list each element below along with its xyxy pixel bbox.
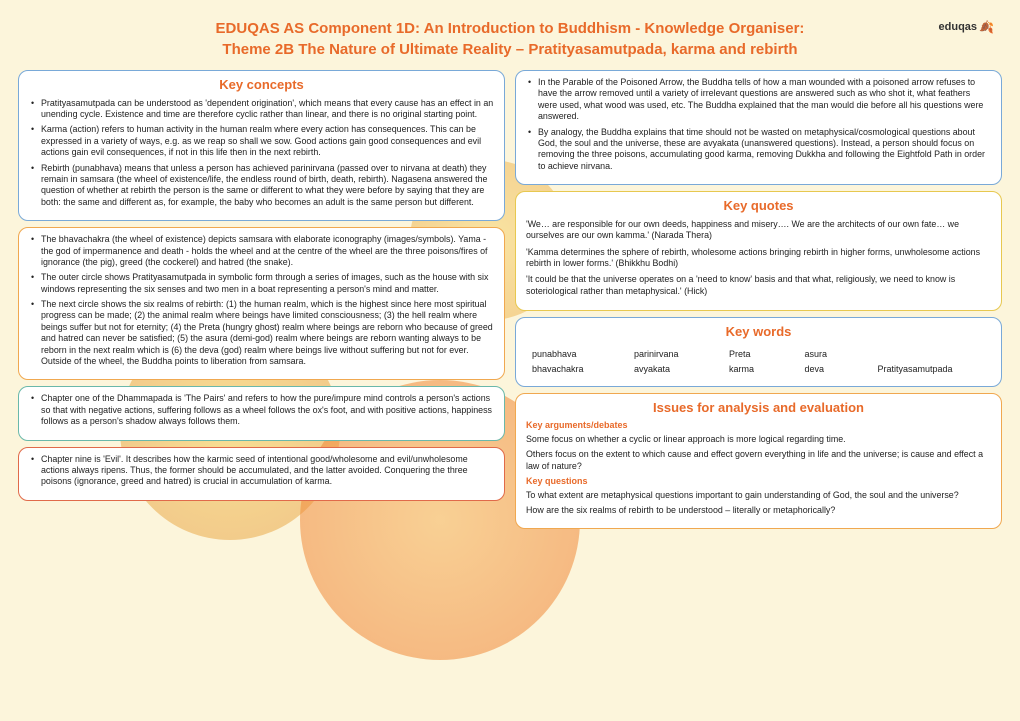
keyword — [877, 349, 985, 361]
page-title: EDUQAS AS Component 1D: An Introduction … — [40, 18, 980, 60]
concept-item: Karma (action) refers to human activity … — [29, 124, 494, 158]
key-concepts-title: Key concepts — [29, 77, 494, 94]
issues-title: Issues for analysis and evaluation — [526, 400, 991, 417]
dhammapada-evil-box: Chapter nine is 'Evil'. It describes how… — [18, 447, 505, 501]
leaf-icon: 🍂 — [979, 20, 994, 34]
keyword: asura — [805, 349, 860, 361]
keywords-grid: punabhava parinirvana Preta asura bhavac… — [526, 345, 991, 378]
bhava-item: The bhavachakra (the wheel of existence)… — [29, 234, 494, 268]
logo-text: eduqas — [939, 21, 978, 33]
concept-item: Pratityasamutpada can be understood as '… — [29, 98, 494, 121]
key-concepts-box: Key concepts Pratityasamutpada can be un… — [18, 70, 505, 221]
title-line1: EDUQAS AS Component 1D: An Introduction … — [216, 20, 805, 37]
quote-item: 'Kamma determines the sphere of rebirth,… — [526, 247, 991, 270]
concept-item: Rebirth (punabhava) means that unless a … — [29, 163, 494, 209]
keyword: karma — [729, 364, 786, 376]
dhammapada-pairs-box: Chapter one of the Dhammapada is 'The Pa… — [18, 386, 505, 440]
key-words-box: Key words punabhava parinirvana Preta as… — [515, 317, 1002, 387]
parable-item: By analogy, the Buddha explains that tim… — [526, 127, 991, 173]
logo: eduqas 🍂 — [939, 20, 994, 34]
issue-item: Some focus on whether a cyclic or linear… — [526, 434, 991, 445]
content-columns: Key concepts Pratityasamutpada can be un… — [0, 66, 1020, 539]
quote-item: 'It could be that the universe operates … — [526, 274, 991, 297]
keyword: Preta — [729, 349, 786, 361]
keyword: bhavachakra — [532, 364, 616, 376]
key-quotes-box: Key quotes 'We… are responsible for our … — [515, 191, 1002, 311]
issue-item: To what extent are metaphysical question… — [526, 490, 991, 501]
key-words-title: Key words — [526, 324, 991, 341]
keyword: avyakata — [634, 364, 711, 376]
issue-item: How are the six realms of rebirth to be … — [526, 505, 991, 516]
parable-box: In the Parable of the Poisoned Arrow, th… — [515, 70, 1002, 185]
issues-box: Issues for analysis and evaluation Key a… — [515, 393, 1002, 530]
header: EDUQAS AS Component 1D: An Introduction … — [0, 0, 1020, 66]
title-line2: Theme 2B The Nature of Ultimate Reality … — [222, 41, 797, 58]
issues-sub-questions: Key questions — [526, 476, 991, 488]
keyword: deva — [805, 364, 860, 376]
bhava-item: The next circle shows the six realms of … — [29, 299, 494, 367]
bhavachakra-box: The bhavachakra (the wheel of existence)… — [18, 227, 505, 380]
keyword: punabhava — [532, 349, 616, 361]
dhamma-item: Chapter nine is 'Evil'. It describes how… — [29, 454, 494, 488]
dhamma-item: Chapter one of the Dhammapada is 'The Pa… — [29, 393, 494, 427]
quote-item: 'We… are responsible for our own deeds, … — [526, 219, 991, 242]
left-column: Key concepts Pratityasamutpada can be un… — [18, 70, 505, 529]
right-column: In the Parable of the Poisoned Arrow, th… — [515, 70, 1002, 529]
keyword: Pratityasamutpada — [877, 364, 985, 376]
issue-item: Others focus on the extent to which caus… — [526, 449, 991, 472]
bhava-item: The outer circle shows Pratityasamutpada… — [29, 272, 494, 295]
keyword: parinirvana — [634, 349, 711, 361]
issues-sub-arguments: Key arguments/debates — [526, 420, 991, 432]
parable-item: In the Parable of the Poisoned Arrow, th… — [526, 77, 991, 123]
key-quotes-title: Key quotes — [526, 198, 991, 215]
